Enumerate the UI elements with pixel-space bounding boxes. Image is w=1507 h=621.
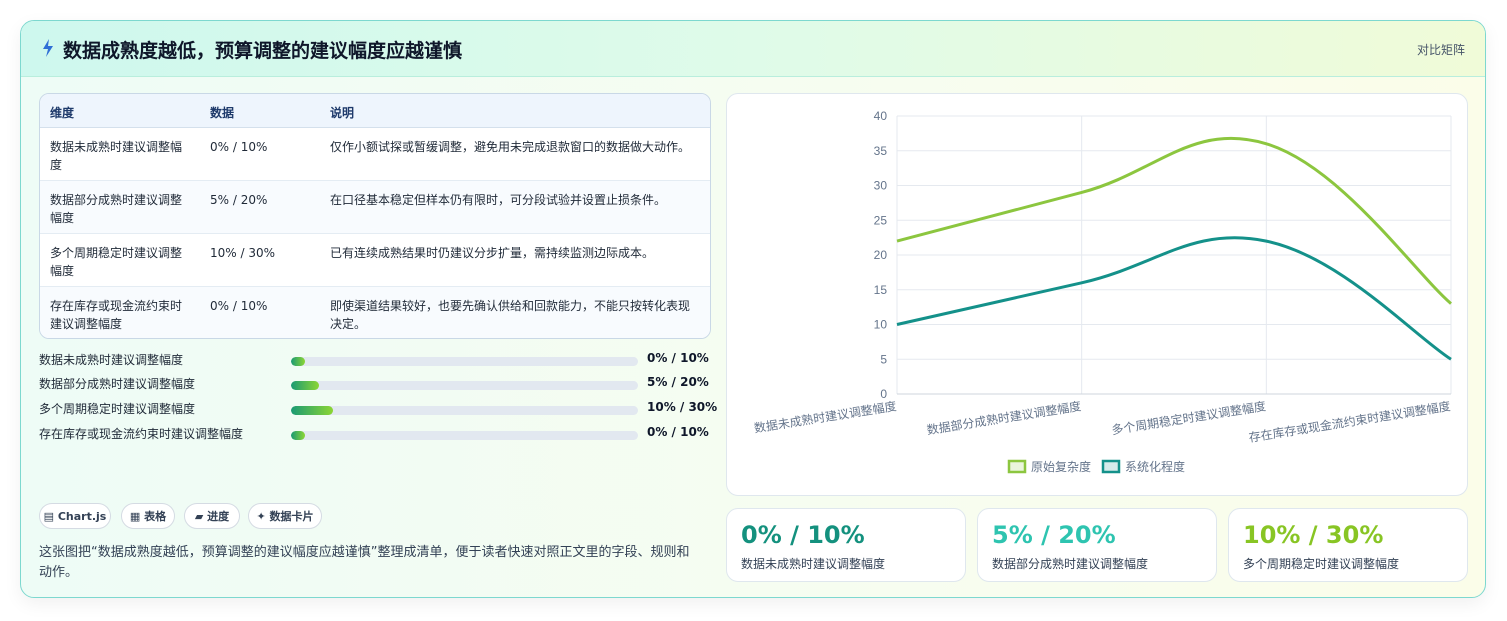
progress-track [291, 357, 638, 366]
kpi-value: 5% / 20% [992, 521, 1116, 549]
legend-swatch [1101, 459, 1121, 474]
chip-progress[interactable]: ▰ 进度 [184, 503, 240, 529]
y-tick-label: 10 [874, 318, 888, 332]
y-tick-label: 25 [874, 213, 888, 227]
page-title: 数据成熟度越低，预算调整的建议幅度应越谨慎 [63, 40, 463, 62]
y-tick-label: 30 [874, 179, 888, 193]
progress-label: 数据部分成熟时建议调整幅度 [39, 377, 196, 391]
x-tick-label: 多个周期稳定时建议调整幅度 [1110, 398, 1266, 437]
table-cell-data: 0% / 10% [210, 140, 268, 154]
progress-value: 0% / 10% [647, 425, 709, 439]
table-cell-dimension: 存在库存或现金流约束时建议调整幅度 [50, 299, 183, 331]
kpi-card: 0% / 10% 数据未成熟时建议调整幅度 [726, 508, 966, 582]
x-tick-label: 数据未成熟时建议调整幅度 [753, 398, 898, 435]
kpi-value: 10% / 30% [1243, 521, 1384, 549]
table-cell-data: 10% / 30% [210, 246, 276, 260]
legend-label: 原始复杂度 [1031, 459, 1091, 474]
series-line-1 [896, 136, 1452, 305]
progress-label: 数据未成熟时建议调整幅度 [39, 353, 184, 367]
table-cell-dimension: 多个周期稳定时建议调整幅度 [50, 246, 183, 278]
x-tick-label: 存在库存或现金流约束时建议调整幅度 [1248, 398, 1452, 445]
table-row: 数据未成熟时建议调整幅度 0% / 10% 仅作小额试探或暂缓调整，避免用未完成… [40, 128, 710, 181]
column-header-note: 说明 [330, 106, 355, 120]
comparison-table: 维度 数据 说明 数据未成熟时建议调整幅度 0% / 10% 仅作小额试探或暂缓… [39, 93, 711, 339]
column-header-data: 数据 [210, 106, 235, 120]
kpi-label: 多个周期稳定时建议调整幅度 [1243, 557, 1400, 571]
kpi-label: 数据未成熟时建议调整幅度 [741, 557, 886, 571]
y-tick-label: 20 [874, 248, 888, 262]
y-tick-label: 0 [880, 387, 887, 401]
progress-track [291, 406, 638, 415]
table-header: 维度 数据 说明 [40, 94, 710, 128]
table-row: 多个周期稳定时建议调整幅度 10% / 30% 已有连续成熟结果时仍建议分步扩量… [40, 234, 710, 287]
table-cell-dimension: 数据未成熟时建议调整幅度 [50, 140, 183, 172]
progress-fill [291, 431, 305, 440]
chip-data-cards[interactable]: ✦ 数据卡片 [248, 503, 322, 529]
progress-label: 存在库存或现金流约束时建议调整幅度 [39, 427, 244, 441]
legend-swatch [1007, 459, 1027, 474]
column-header-dimension: 维度 [50, 106, 75, 120]
progress-row: 数据部分成熟时建议调整幅度 5% / 20% [39, 375, 719, 395]
x-tick-label: 数据部分成熟时建议调整幅度 [926, 398, 1082, 437]
progress-fill [291, 406, 333, 415]
table-cell-data: 5% / 20% [210, 193, 268, 207]
y-tick-label: 35 [874, 144, 888, 158]
progress-value: 10% / 30% [647, 400, 718, 414]
table-cell-dimension: 数据部分成熟时建议调整幅度 [50, 193, 183, 225]
kpi-label: 数据部分成熟时建议调整幅度 [992, 557, 1149, 571]
table-cell-note: 仅作小额试探或暂缓调整，避免用未完成退款窗口的数据做大动作。 [330, 140, 691, 154]
progress-value: 0% / 10% [647, 351, 709, 365]
progress-fill [291, 357, 305, 366]
kpi-value: 0% / 10% [741, 521, 865, 549]
progress-label: 多个周期稳定时建议调整幅度 [39, 402, 196, 416]
main-card: 数据成熟度越低，预算调整的建议幅度应越谨慎 对比矩阵 维度 数据 说明 数据未成… [20, 20, 1486, 598]
chip-table[interactable]: ▦ 表格 [121, 503, 175, 529]
table-cell-note: 已有连续成熟结果时仍建议分步扩量，需持续监测边际成本。 [330, 246, 655, 260]
table-row: 数据部分成熟时建议调整幅度 5% / 20% 在口径基本稳定但样本仍有限时，可分… [40, 181, 710, 234]
progress-track [291, 431, 638, 440]
chip-chartjs[interactable]: ▤ Chart.js [39, 503, 111, 529]
table-cell-note: 在口径基本稳定但样本仍有限时，可分段试验并设置止损条件。 [330, 193, 667, 207]
progress-value: 5% / 20% [647, 375, 709, 389]
table-row: 存在库存或现金流约束时建议调整幅度 0% / 10% 即使渠道结果较好，也要先确… [40, 287, 710, 338]
progress-row: 数据未成熟时建议调整幅度 0% / 10% [39, 351, 719, 371]
y-tick-label: 40 [874, 109, 888, 123]
kpi-card: 5% / 20% 数据部分成熟时建议调整幅度 [977, 508, 1217, 582]
progress-track [291, 381, 638, 390]
progress-row: 存在库存或现金流约束时建议调整幅度 0% / 10% [39, 425, 719, 445]
table-cell-note: 即使渠道结果较好，也要先确认供给和回款能力，不能只按转化表现决定。 [330, 299, 691, 331]
progress-row: 多个周期稳定时建议调整幅度 10% / 30% [39, 400, 719, 420]
y-tick-label: 15 [874, 283, 888, 297]
kpi-card: 10% / 30% 多个周期稳定时建议调整幅度 [1228, 508, 1468, 582]
line-chart: 0 5 10 15 20 25 30 35 40 数据未成熟时建议调整幅度 数据部分成熟时建议调整幅… [726, 93, 1468, 496]
series-line-2 [896, 236, 1452, 361]
y-tick-label: 5 [880, 352, 887, 366]
header-tag: 对比矩阵 [1416, 43, 1465, 57]
line-chart-svg: 0 5 10 15 20 25 30 35 40 数据未成熟时建议调整幅度 数据部分成熟时建议调整幅… [753, 109, 1452, 474]
description-text: 这张图把“数据成熟度越低，预算调整的建议幅度应越谨慎”整理成清单，便于读者快速对… [39, 545, 690, 580]
progress-fill [291, 381, 319, 390]
table-cell-data: 0% / 10% [210, 299, 268, 313]
card-header: 数据成熟度越低，预算调整的建议幅度应越谨慎 对比矩阵 [21, 21, 1485, 77]
lightning-icon [43, 39, 53, 57]
legend-label: 系统化程度 [1125, 459, 1185, 474]
